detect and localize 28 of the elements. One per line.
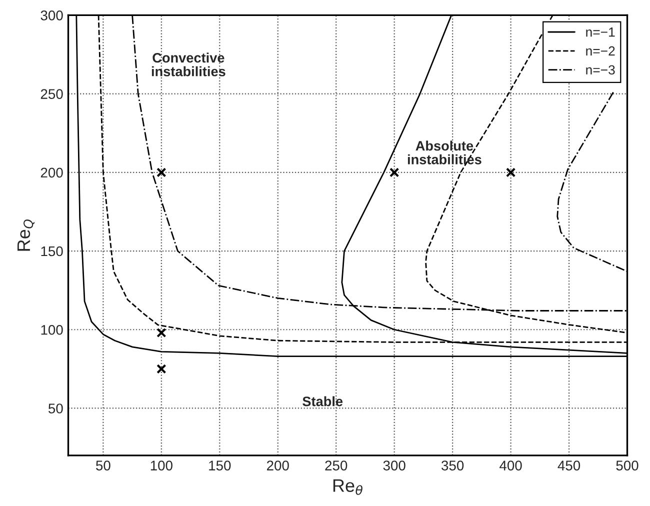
- point: [156, 364, 166, 374]
- y-tick-label: 100: [41, 324, 63, 335]
- y-tick-label: 250: [40, 89, 63, 99]
- legend-label: n=−2: [586, 46, 615, 56]
- point: [156, 328, 166, 338]
- x-tick-label: 450: [558, 460, 580, 470]
- annotation: Convective instabilities: [152, 52, 226, 76]
- legend-label: n=−3: [586, 65, 615, 75]
- x-tick-label: 100: [150, 460, 172, 470]
- x-tick-label: 150: [209, 460, 231, 470]
- x-axis-title: Re$_{θ}$: [333, 479, 362, 495]
- y-axis-title: Re$_{Q}$: [18, 219, 35, 251]
- x-tick-label: 200: [266, 460, 289, 470]
- x-tick-label: 400: [500, 460, 522, 470]
- x-tick-label: 250: [325, 460, 348, 470]
- x-tick-label: 350: [442, 460, 464, 470]
- x-tick-label: 500: [616, 460, 638, 470]
- y-tick-label: 200: [40, 168, 63, 178]
- point: [506, 168, 516, 178]
- legend-label: n=−1: [586, 28, 615, 37]
- y-tick-label: 50: [48, 404, 63, 414]
- point: [156, 168, 166, 178]
- x-tick-label: 50: [96, 460, 110, 470]
- x-tick-label: 300: [383, 460, 406, 470]
- y-tick-label: 150: [41, 246, 63, 256]
- y-tick-label: 300: [40, 10, 63, 20]
- point: [389, 168, 400, 178]
- annotation: Stable: [302, 396, 343, 406]
